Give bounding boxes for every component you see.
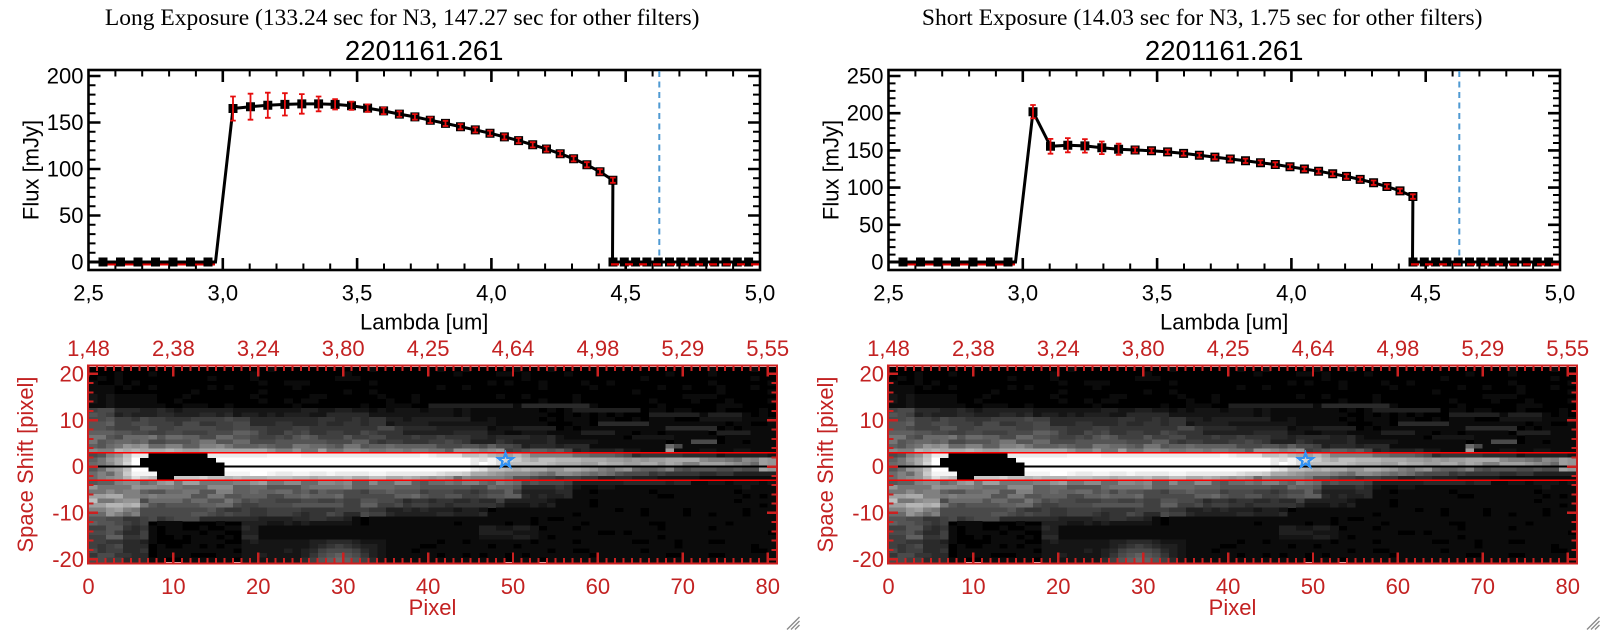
svg-text:3,5: 3,5 xyxy=(342,281,373,306)
svg-text:0: 0 xyxy=(872,454,884,479)
svg-text:5,55: 5,55 xyxy=(1546,336,1589,361)
svg-text:4,64: 4,64 xyxy=(1292,336,1335,361)
svg-text:30: 30 xyxy=(331,574,355,599)
svg-text:70: 70 xyxy=(1471,574,1495,599)
svg-text:-20: -20 xyxy=(852,547,884,572)
svg-text:10: 10 xyxy=(161,574,185,599)
svg-text:50: 50 xyxy=(59,203,83,228)
svg-text:80: 80 xyxy=(1555,574,1579,599)
svg-text:Flux [mJy]: Flux [mJy] xyxy=(819,120,844,220)
svg-text:50: 50 xyxy=(859,212,883,237)
svg-text:50: 50 xyxy=(501,574,525,599)
svg-text:5,0: 5,0 xyxy=(1545,281,1576,306)
svg-text:60: 60 xyxy=(586,574,610,599)
svg-text:0: 0 xyxy=(72,454,84,479)
svg-text:40: 40 xyxy=(1216,574,1240,599)
svg-text:Space Shift [pixel]: Space Shift [pixel] xyxy=(13,376,38,552)
svg-text:2,38: 2,38 xyxy=(952,336,995,361)
svg-text:250: 250 xyxy=(847,64,884,89)
svg-text:-10: -10 xyxy=(852,500,884,525)
svg-text:70: 70 xyxy=(671,574,695,599)
svg-text:3,0: 3,0 xyxy=(208,281,239,306)
svg-text:1,48: 1,48 xyxy=(867,336,910,361)
svg-text:100: 100 xyxy=(847,175,884,200)
svg-text:4,64: 4,64 xyxy=(492,336,535,361)
svg-text:30: 30 xyxy=(1131,574,1155,599)
svg-text:Long Exposure (133.24 sec for: Long Exposure (133.24 sec for N3, 147.27… xyxy=(105,5,700,31)
svg-text:3,24: 3,24 xyxy=(237,336,280,361)
svg-text:Lambda [um]: Lambda [um] xyxy=(1160,310,1288,335)
svg-text:5,29: 5,29 xyxy=(661,336,704,361)
svg-text:4,0: 4,0 xyxy=(1276,281,1307,306)
svg-text:100: 100 xyxy=(47,157,84,182)
svg-text:200: 200 xyxy=(847,101,884,126)
svg-text:Space Shift [pixel]: Space Shift [pixel] xyxy=(813,376,838,552)
svg-text:-10: -10 xyxy=(52,500,84,525)
svg-text:4,5: 4,5 xyxy=(1410,281,1441,306)
svg-text:4,25: 4,25 xyxy=(1207,336,1250,361)
svg-text:5,29: 5,29 xyxy=(1461,336,1504,361)
svg-text:20: 20 xyxy=(60,361,84,386)
svg-text:Short Exposure (14.03 sec for: Short Exposure (14.03 sec for N3, 1.75 s… xyxy=(922,5,1483,31)
svg-text:4,25: 4,25 xyxy=(407,336,450,361)
svg-text:3,0: 3,0 xyxy=(1008,281,1039,306)
svg-text:0: 0 xyxy=(82,574,94,599)
svg-text:4,5: 4,5 xyxy=(610,281,641,306)
svg-text:4,98: 4,98 xyxy=(576,336,619,361)
svg-text:3,5: 3,5 xyxy=(1142,281,1173,306)
svg-text:Lambda [um]: Lambda [um] xyxy=(360,310,488,335)
svg-text:200: 200 xyxy=(47,64,84,89)
svg-text:60: 60 xyxy=(1386,574,1410,599)
svg-text:10: 10 xyxy=(961,574,985,599)
svg-text:20: 20 xyxy=(246,574,270,599)
svg-text:0: 0 xyxy=(71,250,83,275)
svg-text:0: 0 xyxy=(882,574,894,599)
svg-text:50: 50 xyxy=(1301,574,1325,599)
svg-text:20: 20 xyxy=(1046,574,1070,599)
svg-text:Flux [mJy]: Flux [mJy] xyxy=(19,120,44,220)
svg-text:40: 40 xyxy=(416,574,440,599)
svg-text:2,5: 2,5 xyxy=(73,281,104,306)
svg-text:150: 150 xyxy=(847,138,884,163)
svg-text:-20: -20 xyxy=(52,547,84,572)
svg-text:2201161.261: 2201161.261 xyxy=(345,35,504,66)
svg-text:10: 10 xyxy=(60,408,84,433)
svg-text:10: 10 xyxy=(860,408,884,433)
svg-text:3,80: 3,80 xyxy=(1122,336,1165,361)
svg-text:2,5: 2,5 xyxy=(873,281,904,306)
svg-text:20: 20 xyxy=(860,361,884,386)
svg-text:80: 80 xyxy=(755,574,779,599)
svg-text:Pixel: Pixel xyxy=(1209,595,1257,620)
svg-text:3,80: 3,80 xyxy=(322,336,365,361)
svg-text:150: 150 xyxy=(47,110,84,135)
svg-text:Pixel: Pixel xyxy=(409,595,457,620)
svg-text:1,48: 1,48 xyxy=(67,336,110,361)
svg-text:4,98: 4,98 xyxy=(1376,336,1419,361)
svg-text:3,24: 3,24 xyxy=(1037,336,1080,361)
svg-text:5,55: 5,55 xyxy=(746,336,789,361)
svg-text:4,0: 4,0 xyxy=(476,281,507,306)
svg-text:2201161.261: 2201161.261 xyxy=(1145,35,1304,66)
svg-text:5,0: 5,0 xyxy=(745,281,776,306)
svg-text:0: 0 xyxy=(871,250,883,275)
svg-text:2,38: 2,38 xyxy=(152,336,195,361)
